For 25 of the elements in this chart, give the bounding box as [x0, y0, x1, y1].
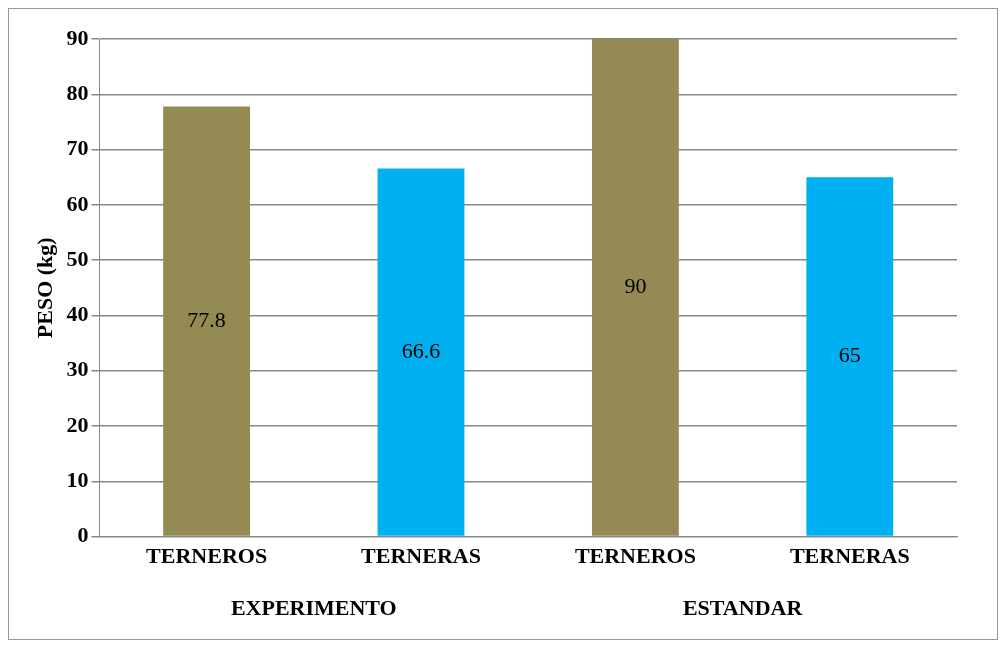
data-label: 66.6	[401, 337, 441, 363]
y-tick-label: 0	[77, 522, 89, 548]
x-tick-label: TERNERAS	[361, 543, 481, 569]
x-tick-label: TERNEROS	[146, 543, 268, 569]
y-tick-label: 70	[66, 135, 89, 161]
x-tick-label: TERNERAS	[789, 543, 910, 569]
text: EXPERIMENTO	[230, 594, 397, 620]
y-tick-label: 60	[66, 190, 89, 216]
data-label: 65	[838, 342, 861, 368]
bar	[591, 39, 679, 536]
y-tick-label: 20	[66, 411, 89, 437]
bar	[377, 168, 465, 536]
text: ESTANDAR	[682, 594, 804, 620]
bar	[806, 177, 894, 536]
bar	[163, 106, 251, 536]
y-tick-label: 50	[66, 245, 89, 271]
data-label: 90	[624, 273, 647, 299]
data-label: 77.8	[187, 306, 226, 332]
y-tick-label: 80	[66, 79, 89, 105]
y-tick-label: 90	[66, 24, 89, 50]
y-tick-label: 10	[66, 467, 89, 492]
y-tick-label: 40	[66, 301, 89, 327]
x-tick-label: TERNEROS	[574, 543, 696, 569]
y-axis-title: PESO (kg)	[31, 237, 57, 339]
y-tick-label: 30	[66, 356, 89, 382]
